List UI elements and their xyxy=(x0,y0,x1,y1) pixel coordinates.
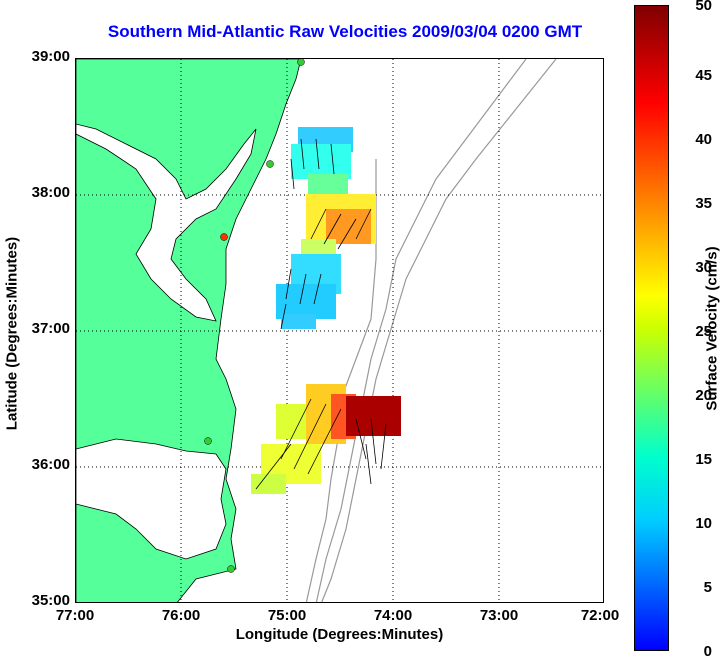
velocity-field-north xyxy=(291,127,376,259)
colorbar-tick: 30 xyxy=(695,259,712,276)
velocity-vectors xyxy=(255,138,387,490)
x-tick-label: 72:00 xyxy=(580,607,620,624)
colorbar-tick: 35 xyxy=(695,195,712,212)
bathymetry-contour-2 xyxy=(315,59,527,602)
colorbar xyxy=(634,5,669,651)
station-marker xyxy=(297,59,305,66)
velocity-field-middle xyxy=(276,254,341,329)
colorbar-tick: 0 xyxy=(703,643,712,660)
x-tick-label: 74:00 xyxy=(373,607,413,624)
station-marker xyxy=(227,565,235,573)
map-panel[interactable] xyxy=(75,58,604,603)
x-tick-label: 77:00 xyxy=(55,607,95,624)
station-marker xyxy=(204,437,212,445)
x-axis-label: Longitude (Degrees:Minutes) xyxy=(235,626,444,643)
colorbar-tick: 5 xyxy=(703,579,712,596)
colorbar-tick: 45 xyxy=(695,67,712,84)
y-tick-label: 38:00 xyxy=(31,184,70,201)
x-tick-label: 76:00 xyxy=(161,607,201,624)
gridlines xyxy=(76,59,603,602)
velocity-field-south xyxy=(251,384,401,494)
map-title: Southern Mid-Atlantic Raw Velocities 200… xyxy=(107,22,583,41)
chesapeake-bay xyxy=(76,123,257,322)
y-tick-label: 37:00 xyxy=(31,320,70,337)
colorbar-tick: 15 xyxy=(695,451,712,468)
colorbar-tick: 50 xyxy=(695,0,712,14)
colorbar-tick: 20 xyxy=(695,387,712,404)
radar-stations xyxy=(204,59,305,573)
x-tick-label: 75:00 xyxy=(267,607,307,624)
map-canvas xyxy=(76,59,603,602)
y-tick-label: 39:00 xyxy=(31,48,70,65)
bathymetry-contour-3 xyxy=(321,59,557,602)
colorbar-tick: 10 xyxy=(695,515,712,532)
colorbar-tick: 25 xyxy=(695,323,712,340)
colorbar-label: Surface Velocity (cm/s) xyxy=(703,246,721,411)
y-axis-label: Latitude (Degrees:Minutes) xyxy=(3,236,21,431)
station-marker xyxy=(266,160,274,168)
pamlico-sound xyxy=(76,438,227,560)
y-tick-label: 35:00 xyxy=(31,592,70,609)
colorbar-tick: 40 xyxy=(695,131,712,148)
x-tick-label: 73:00 xyxy=(479,607,519,624)
station-marker xyxy=(220,233,228,241)
y-tick-label: 36:00 xyxy=(31,456,70,473)
